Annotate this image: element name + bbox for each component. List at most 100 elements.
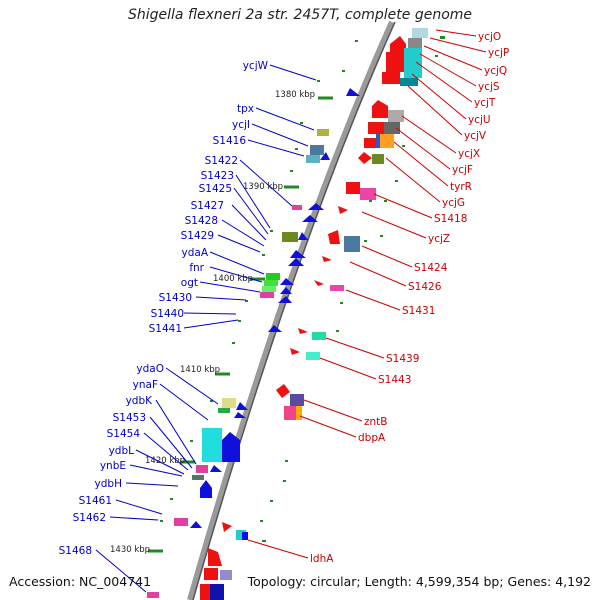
- gene-arrow: [208, 548, 222, 566]
- marker: [270, 500, 273, 502]
- gene-block: [196, 465, 208, 473]
- connector-line: [345, 289, 401, 311]
- connector-line: [415, 61, 473, 103]
- marker: [260, 520, 263, 522]
- gene-block: [282, 232, 298, 242]
- right-gene-labels: ycjO ycjP ycjQ ycjS ycjT ycjU ycjV ycjX …: [310, 31, 509, 565]
- gene-label: ynaF: [133, 379, 158, 391]
- gene-block: [292, 205, 302, 210]
- marker: [190, 440, 193, 442]
- gene-label: dbpA: [358, 432, 386, 444]
- gene-label: fnr: [189, 262, 204, 274]
- gene-arrow: [280, 278, 294, 285]
- gene-label: ogt: [181, 277, 198, 289]
- gene-label: S1440: [151, 308, 184, 320]
- marker: [384, 200, 387, 202]
- gene-block: [372, 154, 384, 164]
- connector-line: [143, 432, 189, 471]
- gene-arrow: [288, 258, 304, 266]
- gene-block: [312, 332, 326, 340]
- connector-line: [221, 219, 265, 247]
- gene-label: S1427: [191, 200, 224, 212]
- gene-arrow: [322, 256, 332, 262]
- gene-arrow: [222, 522, 232, 532]
- connector-line: [435, 29, 477, 37]
- gene-label: S1461: [79, 495, 112, 507]
- gene-block: [360, 188, 376, 200]
- gene-block: [222, 398, 236, 408]
- marker: [435, 55, 438, 57]
- gene-label: ycjW: [243, 60, 269, 72]
- connector-line: [235, 174, 271, 229]
- gene-label: S1443: [378, 374, 411, 386]
- gene-label: S1453: [113, 412, 146, 424]
- gene-arrow: [308, 203, 324, 210]
- connector-line: [411, 73, 467, 120]
- gene-arrow: [320, 152, 330, 160]
- marker: [364, 240, 367, 242]
- gene-label: S1441: [149, 323, 182, 335]
- marker: [238, 320, 241, 322]
- gene-arrow: [346, 88, 360, 96]
- gene-block: [204, 568, 218, 580]
- marker: [262, 254, 265, 256]
- gene-block: [236, 530, 246, 540]
- gene-block: [412, 28, 428, 38]
- marker: [245, 300, 248, 302]
- connector-line: [247, 539, 309, 559]
- connector-line: [233, 187, 269, 235]
- left-gene-labels: ycjW tpx ycjI S1416 S1422 S1423 S1425 S1…: [59, 60, 269, 557]
- connector-line: [269, 64, 317, 81]
- gene-arrow: [338, 206, 348, 214]
- connector-line: [125, 482, 179, 487]
- accession-text: Accession: NC_004741: [9, 574, 152, 589]
- marker: [283, 480, 286, 482]
- connector-line: [251, 123, 309, 147]
- connector-line: [247, 139, 305, 157]
- gene-label: ycjP: [488, 47, 509, 59]
- gene-block: [264, 280, 278, 286]
- connector-line: [231, 204, 267, 241]
- gene-block: [310, 145, 324, 155]
- gene-label: ycjO: [478, 31, 501, 43]
- gene-block: [222, 432, 240, 462]
- connector-line: [385, 157, 441, 203]
- marker: [402, 145, 405, 147]
- gene-block: [220, 570, 232, 580]
- gene-block: [218, 408, 230, 413]
- gene-label: ycjQ: [484, 65, 507, 77]
- gene-label: S1424: [414, 262, 448, 274]
- gene-block: [210, 584, 224, 600]
- connector-line: [303, 399, 363, 422]
- gene-arrow: [236, 402, 248, 410]
- gene-block: [266, 273, 280, 280]
- gene-block: [306, 155, 320, 163]
- genome-summary-text: Topology: circular; Length: 4,599,354 bp…: [247, 574, 591, 589]
- connector-line: [395, 127, 451, 170]
- tick-label: 1390 kbp: [243, 182, 283, 192]
- gene-arrow: [276, 384, 290, 398]
- connector-line: [135, 449, 185, 475]
- gene-label: S1439: [386, 353, 419, 365]
- genome-backbone: [187, 20, 395, 600]
- connector-line: [183, 319, 239, 329]
- marker: [380, 235, 383, 237]
- connector-line: [183, 312, 237, 315]
- gene-label: S1426: [408, 281, 442, 293]
- gene-block: [368, 122, 384, 134]
- tick-label: 1380 kbp: [275, 90, 315, 100]
- gene-label: tyrR: [450, 181, 472, 193]
- connector-line: [115, 499, 163, 515]
- connector-line: [129, 464, 183, 477]
- gene-label: S1418: [434, 213, 467, 225]
- marker: [270, 230, 273, 232]
- gene-block: [192, 475, 204, 480]
- right-connectors: [247, 29, 487, 559]
- genome-title: Shigella flexneri 2a str. 2457T, complet…: [127, 7, 473, 23]
- gene-label: ycjX: [458, 148, 480, 160]
- gene-label: ycjI: [232, 119, 250, 131]
- gene-block: [260, 292, 274, 298]
- gene-label: S1423: [201, 170, 234, 182]
- gene-label: ynbE: [100, 460, 126, 472]
